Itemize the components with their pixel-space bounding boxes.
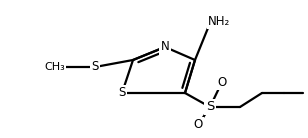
Text: S: S: [206, 100, 214, 113]
Text: CH₃: CH₃: [44, 62, 65, 72]
Text: S: S: [91, 60, 99, 74]
Text: S: S: [118, 87, 126, 99]
Text: N: N: [161, 40, 169, 54]
Text: NH₂: NH₂: [208, 15, 230, 28]
Text: O: O: [217, 75, 227, 88]
Text: O: O: [193, 119, 203, 132]
